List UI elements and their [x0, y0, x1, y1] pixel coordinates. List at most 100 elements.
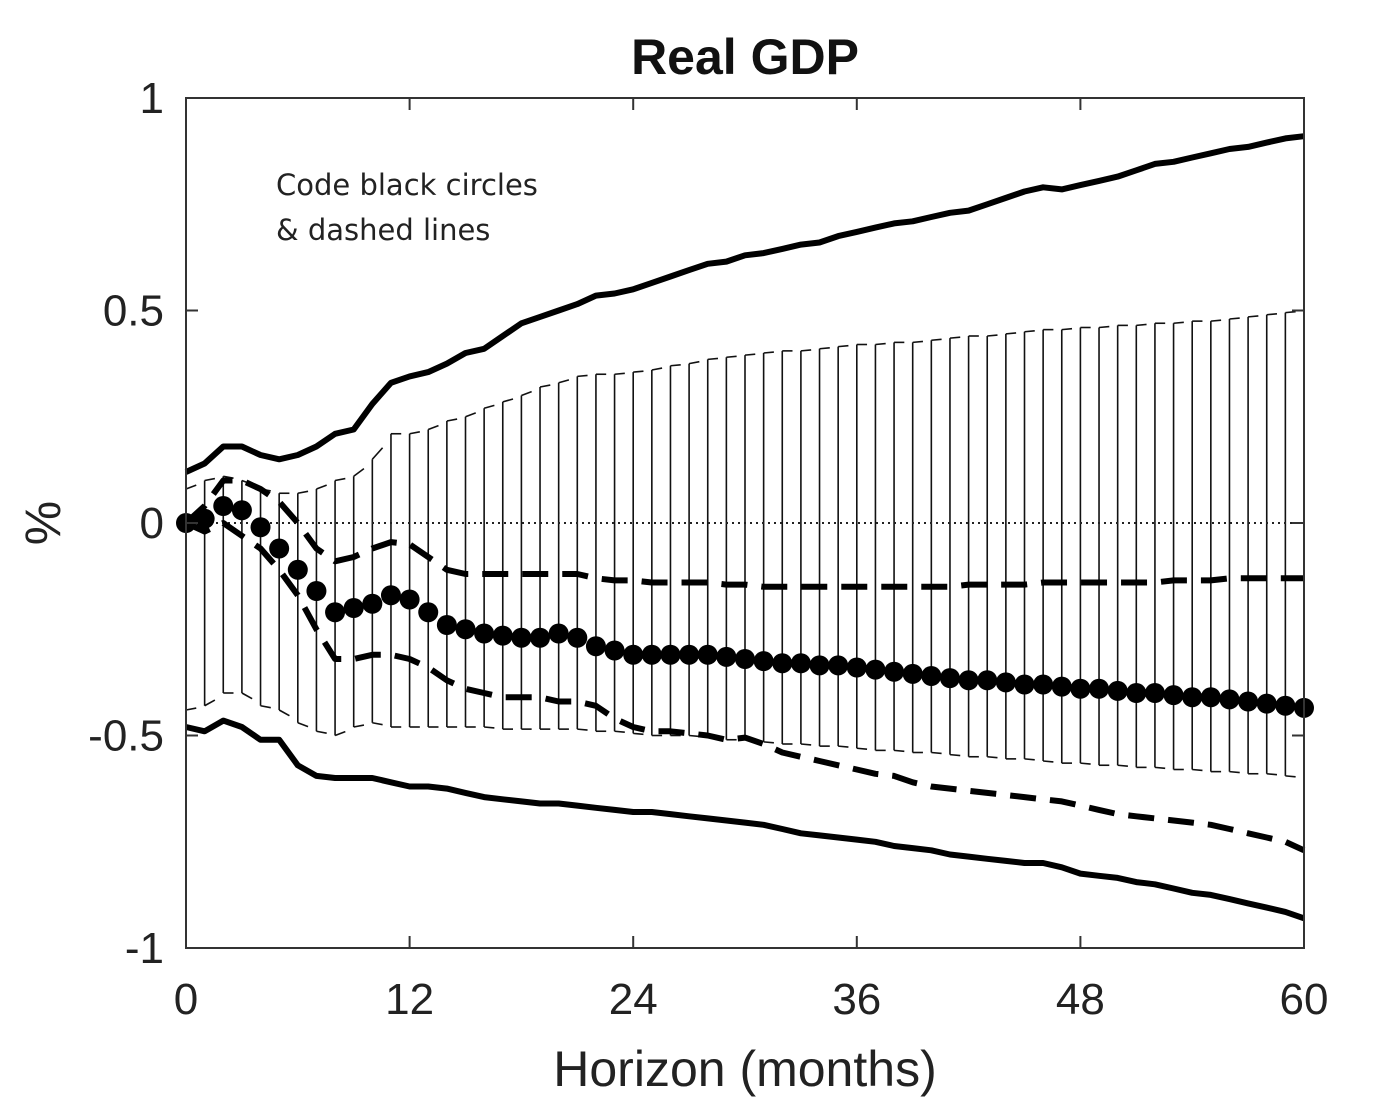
band-cap-lower: [372, 721, 383, 726]
y-tick-label: -1: [125, 924, 164, 973]
median-point: [474, 623, 495, 644]
band-cap-lower: [260, 704, 271, 709]
median-point: [753, 651, 774, 672]
band-cap-upper: [931, 338, 942, 342]
x-tick-label: 24: [609, 975, 658, 1024]
dashed-line-1: [183, 477, 1304, 590]
solid-bound-line-2: [185, 717, 1305, 922]
median-point: [213, 496, 234, 516]
median-point: [716, 646, 737, 667]
band-cap-lower: [316, 730, 327, 734]
band-cap-lower: [204, 699, 216, 707]
band-cap-upper: [912, 340, 924, 344]
band-cap-upper: [707, 357, 719, 361]
band-cap-lower: [931, 751, 942, 755]
median-point: [623, 644, 644, 665]
band-cap-upper: [409, 431, 420, 435]
y-axis-label: %: [15, 501, 71, 545]
median-point: [697, 644, 718, 665]
median-point: [1089, 678, 1110, 699]
annotation-line-1: Code black circles: [276, 168, 538, 202]
band-cap-lower: [1080, 762, 1091, 765]
median-point: [455, 619, 476, 640]
band-cap-upper: [1098, 325, 1110, 329]
band-cap-lower: [689, 734, 700, 738]
median-point: [1238, 691, 1259, 712]
band-cap-upper: [875, 342, 886, 346]
band-cap-lower: [1266, 772, 1278, 776]
band-cap-upper: [558, 379, 570, 384]
median-point: [194, 508, 215, 529]
band-cap-upper: [577, 374, 588, 378]
band-cap-lower: [278, 709, 290, 717]
band-cap-lower: [800, 743, 812, 746]
band-cap-upper: [427, 424, 439, 431]
median-point: [250, 517, 271, 538]
median-point: [1256, 693, 1277, 714]
band-cap-upper: [614, 372, 625, 376]
median-point: [1275, 695, 1296, 716]
x-tick-label: 0: [174, 975, 198, 1024]
median-point: [1144, 683, 1165, 703]
y-tick-label: 0.5: [103, 287, 164, 336]
band-cap-lower: [614, 730, 625, 734]
median-point: [418, 602, 439, 623]
band-cap-lower: [241, 692, 253, 700]
series-lines: [183, 133, 1306, 922]
median-point: [1200, 687, 1221, 708]
solid-bound-line-1: [184, 133, 1305, 475]
median-point: [902, 663, 923, 684]
band-cap-upper: [371, 447, 384, 460]
median-point: [511, 627, 532, 648]
median-point: [1051, 676, 1072, 697]
axis-ticks: 0 12 24 36 48 60 1 0.5 0 -0.5 -1: [88, 74, 1328, 1024]
median-point: [585, 636, 606, 657]
annotation-line-2: & dashed lines: [276, 213, 490, 247]
y-tick-label: -0.5: [88, 712, 164, 761]
band-cap-upper: [800, 349, 812, 352]
median-point: [306, 581, 327, 601]
band-cap-lower: [633, 732, 644, 736]
band-cap-lower: [1117, 764, 1128, 768]
band-cap-lower: [856, 747, 868, 751]
median-point: [735, 649, 755, 669]
band-cap-upper: [1266, 312, 1278, 316]
band-cap-upper: [1061, 327, 1073, 331]
median-point: [380, 585, 401, 606]
band-cap-upper: [670, 363, 681, 367]
band-cap-upper: [726, 355, 737, 359]
x-tick-label: 60: [1280, 975, 1329, 1024]
band-cap-lower: [185, 707, 197, 711]
band-cap-lower: [1154, 766, 1166, 770]
band-cap-upper: [1285, 310, 1296, 314]
band-cap-lower: [334, 730, 346, 737]
band-cap-upper: [987, 334, 998, 337]
median-point: [679, 644, 700, 665]
band-cap-lower: [1229, 770, 1240, 774]
dashed-line-2: [184, 520, 1306, 854]
band-cap-upper: [185, 484, 197, 490]
median-point: [1163, 685, 1184, 706]
band-cap-upper: [1210, 319, 1222, 322]
median-point: [287, 559, 308, 580]
band-cap-upper: [539, 384, 551, 388]
median-point: [958, 670, 979, 691]
median-point: [660, 644, 681, 665]
median-point: [1070, 678, 1091, 699]
band-cap-lower: [838, 745, 849, 748]
band-cap-upper: [483, 404, 495, 410]
band-cap-lower: [577, 728, 588, 731]
band-cap-lower: [987, 755, 998, 759]
confidence-band-whiskers: [185, 310, 1305, 778]
band-cap-lower: [297, 722, 309, 728]
median-point: [772, 653, 793, 674]
median-point: [343, 598, 364, 618]
median-point: [995, 672, 1016, 693]
band-cap-upper: [838, 344, 849, 348]
band-cap-upper: [297, 490, 309, 495]
x-tick-label: 48: [1056, 975, 1105, 1024]
median-point: [641, 644, 662, 665]
median-point: [492, 625, 513, 646]
median-point: [399, 589, 420, 610]
